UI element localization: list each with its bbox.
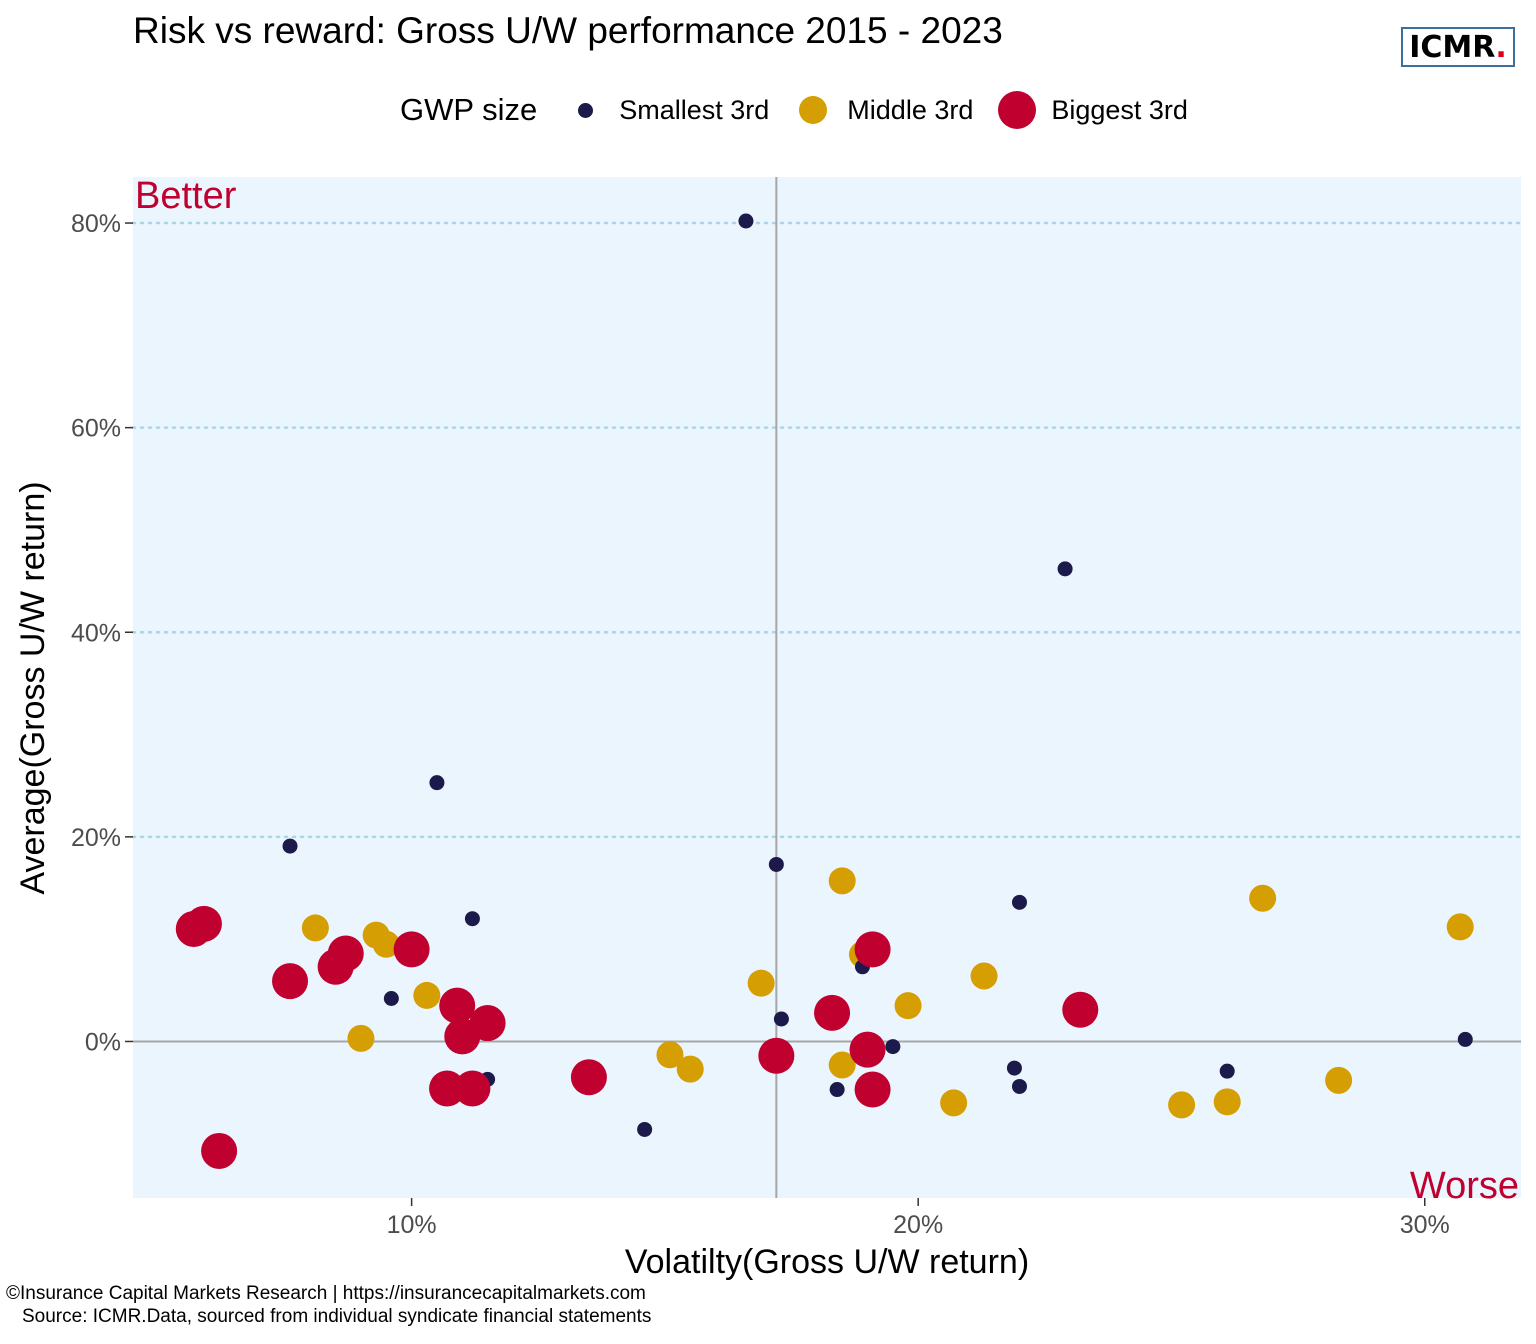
point-smallest-3rd	[768, 856, 784, 872]
point-middle-3rd	[828, 1051, 856, 1079]
plot-background	[133, 177, 1521, 1198]
point-middle-3rd	[413, 981, 441, 1009]
legend-key-middle	[799, 96, 828, 124]
point-smallest-3rd	[1006, 1060, 1022, 1076]
point-smallest-3rd	[1457, 1031, 1473, 1047]
logo-dot: .	[1495, 29, 1507, 65]
legend-key-biggest	[998, 91, 1037, 129]
legend-key-smallest	[577, 102, 593, 118]
y-axis-ticks: 0% 20% 40% 60% 80%	[71, 210, 133, 1056]
point-smallest-3rd	[1219, 1063, 1235, 1079]
y-tick-label: 0%	[85, 1028, 121, 1056]
point-middle-3rd	[828, 867, 856, 895]
point-biggest-3rd	[1062, 991, 1099, 1028]
chart-title: Risk vs reward: Gross U/W performance 20…	[133, 10, 1003, 51]
legend-label-smallest: Smallest 3rd	[619, 94, 770, 125]
point-biggest-3rd	[393, 931, 430, 968]
icmr-logo: ICMR.	[1401, 27, 1515, 67]
point-smallest-3rd	[773, 1011, 789, 1027]
point-biggest-3rd	[758, 1037, 795, 1074]
x-tick-label: 30%	[1400, 1211, 1450, 1239]
gridlines	[131, 221, 1523, 839]
y-tick-label: 80%	[71, 210, 121, 238]
point-biggest-3rd	[185, 905, 222, 942]
point-smallest-3rd	[1011, 1078, 1027, 1094]
x-tick-label: 10%	[387, 1211, 437, 1239]
point-middle-3rd	[347, 1024, 375, 1052]
point-middle-3rd	[301, 914, 329, 942]
annotation-better: Better	[135, 175, 237, 217]
point-smallest-3rd	[429, 775, 445, 791]
point-biggest-3rd	[570, 1059, 607, 1096]
data-points	[175, 213, 1474, 1169]
legend-item-biggest: Biggest 3rd	[997, 91, 1188, 129]
point-smallest-3rd	[383, 991, 399, 1007]
x-axis-label: Volatilty(Gross U/W return)	[625, 1243, 1029, 1281]
y-tick-label: 20%	[71, 824, 121, 852]
point-middle-3rd	[894, 992, 922, 1020]
point-biggest-3rd	[849, 1031, 886, 1068]
legend-title: GWP size	[400, 92, 538, 127]
legend-item-middle: Middle 3rd	[793, 95, 973, 126]
point-biggest-3rd	[854, 1071, 891, 1108]
point-middle-3rd	[970, 962, 998, 990]
logo-text: ICMR	[1409, 29, 1496, 65]
point-biggest-3rd	[454, 1070, 491, 1107]
point-biggest-3rd	[429, 1070, 466, 1107]
point-middle-3rd	[372, 930, 400, 958]
point-biggest-3rd	[469, 1005, 506, 1042]
legend-item-smallest: Smallest 3rd	[565, 95, 769, 126]
x-axis-ticks: 10% 20% 30%	[387, 1198, 1450, 1239]
point-biggest-3rd	[201, 1132, 238, 1169]
point-middle-3rd	[940, 1089, 968, 1117]
point-middle-3rd	[1325, 1066, 1353, 1094]
point-middle-3rd	[1213, 1088, 1241, 1116]
annotation-worse: Worse	[1410, 1165, 1519, 1207]
y-tick-label: 40%	[71, 619, 121, 647]
point-middle-3rd	[656, 1041, 684, 1069]
footer-source: Source: ICMR.Data, sourced from individu…	[22, 1306, 652, 1327]
legend: GWP size Smallest 3rd Middle 3rd Biggest…	[400, 88, 1212, 132]
footer: ©Insurance Capital Markets Research | ht…	[6, 1282, 651, 1328]
y-tick-label: 60%	[71, 415, 121, 443]
point-smallest-3rd	[464, 911, 480, 927]
point-middle-3rd	[1446, 913, 1474, 941]
legend-label-biggest: Biggest 3rd	[1051, 94, 1188, 125]
point-biggest-3rd	[272, 963, 309, 1000]
point-middle-3rd	[1168, 1091, 1196, 1119]
point-biggest-3rd	[439, 987, 476, 1024]
point-smallest-3rd	[829, 1082, 845, 1098]
point-middle-3rd	[1249, 884, 1277, 912]
point-biggest-3rd	[814, 994, 851, 1031]
point-smallest-3rd	[885, 1039, 901, 1055]
point-smallest-3rd	[738, 213, 754, 229]
point-biggest-3rd	[327, 935, 364, 972]
point-biggest-3rd	[854, 931, 891, 968]
point-middle-3rd	[747, 969, 775, 997]
legend-label-middle: Middle 3rd	[847, 94, 974, 125]
point-middle-3rd	[676, 1055, 704, 1083]
point-smallest-3rd	[637, 1121, 653, 1137]
y-axis-label: Average(Gross U/W return)	[14, 481, 52, 894]
point-smallest-3rd	[282, 838, 298, 854]
point-smallest-3rd	[1011, 894, 1027, 910]
x-tick-label: 20%	[893, 1211, 943, 1239]
footer-copyright: ©Insurance Capital Markets Research | ht…	[6, 1283, 646, 1304]
point-smallest-3rd	[1057, 561, 1073, 577]
